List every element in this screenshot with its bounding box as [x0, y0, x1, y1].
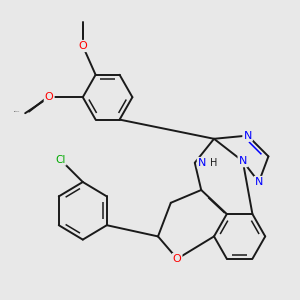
Text: N: N	[255, 177, 263, 187]
Text: Cl: Cl	[55, 154, 66, 165]
Text: H: H	[210, 158, 218, 168]
Text: O: O	[78, 41, 87, 51]
Text: N: N	[238, 156, 247, 166]
Text: O: O	[45, 92, 54, 102]
Text: N: N	[243, 130, 252, 141]
Text: methoxy: methoxy	[14, 111, 20, 112]
Text: O: O	[173, 254, 182, 264]
Text: N: N	[198, 158, 206, 168]
